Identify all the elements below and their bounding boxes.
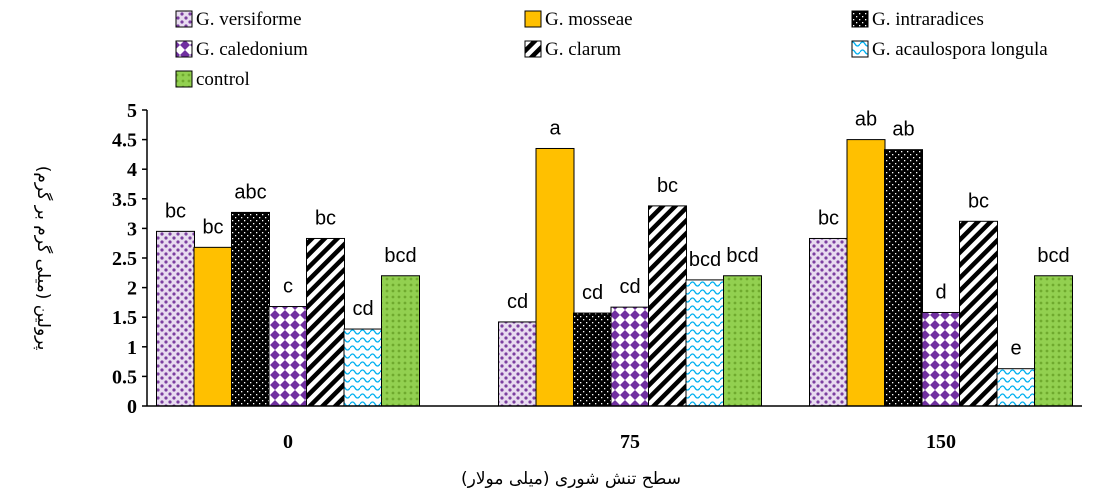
y-axis-title: پرولین (میلی گرم بر گرم) xyxy=(33,166,54,351)
legend-label: G. caledonium xyxy=(196,39,308,60)
y-tick-label: 5 xyxy=(127,100,137,122)
bar-letter-label: cd xyxy=(507,291,528,313)
legend-swatch xyxy=(175,40,193,58)
y-tick-label: 2.5 xyxy=(112,248,137,270)
bar xyxy=(381,275,420,407)
bar xyxy=(156,230,195,407)
legend-label: G. versiforme xyxy=(196,9,302,30)
bar-letter-label: a xyxy=(549,117,561,139)
y-tick-label: 0.5 xyxy=(112,366,137,388)
bar-letter-label: cd xyxy=(619,276,640,298)
bar xyxy=(685,279,725,407)
bar-letter-label: e xyxy=(1010,338,1021,360)
legend-label: G. intraradices xyxy=(872,9,984,30)
y-tick-label: 2 xyxy=(127,278,137,300)
bar-letter-label: bc xyxy=(968,190,989,212)
bar-letter-label: bcd xyxy=(384,245,416,267)
bar-letter-label: cd xyxy=(582,282,603,304)
y-tick-label: 3 xyxy=(127,218,137,240)
bar xyxy=(723,275,762,407)
legend-swatch xyxy=(851,10,869,28)
bar xyxy=(846,139,886,407)
bar-letter-label: bc xyxy=(818,207,839,229)
bar-letter-label: ab xyxy=(855,109,877,131)
y-tick-label: 4.5 xyxy=(112,130,137,152)
bar xyxy=(884,149,923,407)
bar-letter-label: bc xyxy=(657,175,678,197)
bar xyxy=(996,368,1036,407)
legend-label: G. mosseae xyxy=(545,9,633,30)
legend-label: control xyxy=(196,69,250,90)
bar xyxy=(268,306,308,407)
bar xyxy=(1034,275,1073,407)
bar-letter-label: ab xyxy=(892,119,914,141)
bar-letter-label: bcd xyxy=(726,245,758,267)
legend-label: G. acaulospora longula xyxy=(872,39,1048,60)
legend-swatch xyxy=(524,10,542,28)
bar-letter-label: bcd xyxy=(1037,245,1069,267)
bar-letter-label: c xyxy=(283,276,293,298)
bar-letter-label: d xyxy=(935,281,946,303)
y-tick-label: 1 xyxy=(127,337,137,359)
legend: G. versiforme G. mosseae G. intraradices G.… xyxy=(175,9,1048,90)
y-tick-label: 3.5 xyxy=(112,189,137,211)
y-axis: 0 0.5 1 1.5 2 2.5 3 3.5 4 4.5 5 xyxy=(112,100,148,418)
legend-swatch xyxy=(175,70,193,88)
bar-letter-label: bcd xyxy=(689,249,721,271)
bar xyxy=(610,306,650,407)
bar-letter-label: abc xyxy=(234,181,266,203)
bar xyxy=(343,328,383,407)
legend-swatch xyxy=(175,10,193,28)
x-axis: 0 75 150 xyxy=(147,405,1082,453)
legend-label: G. clarum xyxy=(545,39,621,60)
bar-letter-label: bc xyxy=(315,207,336,229)
x-category-label: 150 xyxy=(926,431,956,453)
x-category-label: 75 xyxy=(620,431,640,453)
bar xyxy=(921,311,961,407)
bar-letter-label: cd xyxy=(352,298,373,320)
bar-letter-label: bc xyxy=(202,216,223,238)
x-category-label: 0 xyxy=(283,431,293,453)
legend-swatch xyxy=(851,40,869,58)
bar xyxy=(809,237,848,407)
x-axis-title: سطح تنش شوری (میلی مولار) xyxy=(461,469,681,489)
y-tick-label: 0 xyxy=(127,396,137,418)
bar xyxy=(648,205,687,407)
legend-swatch xyxy=(524,40,542,58)
bar xyxy=(535,147,575,407)
bar xyxy=(959,220,998,407)
bar xyxy=(193,246,233,407)
bar xyxy=(231,211,270,407)
bar xyxy=(573,312,612,407)
bar-letter-label: bc xyxy=(165,200,186,222)
bar xyxy=(498,321,537,407)
y-tick-label: 4 xyxy=(127,159,137,181)
bar xyxy=(306,237,345,407)
y-tick-label: 1.5 xyxy=(112,307,137,329)
